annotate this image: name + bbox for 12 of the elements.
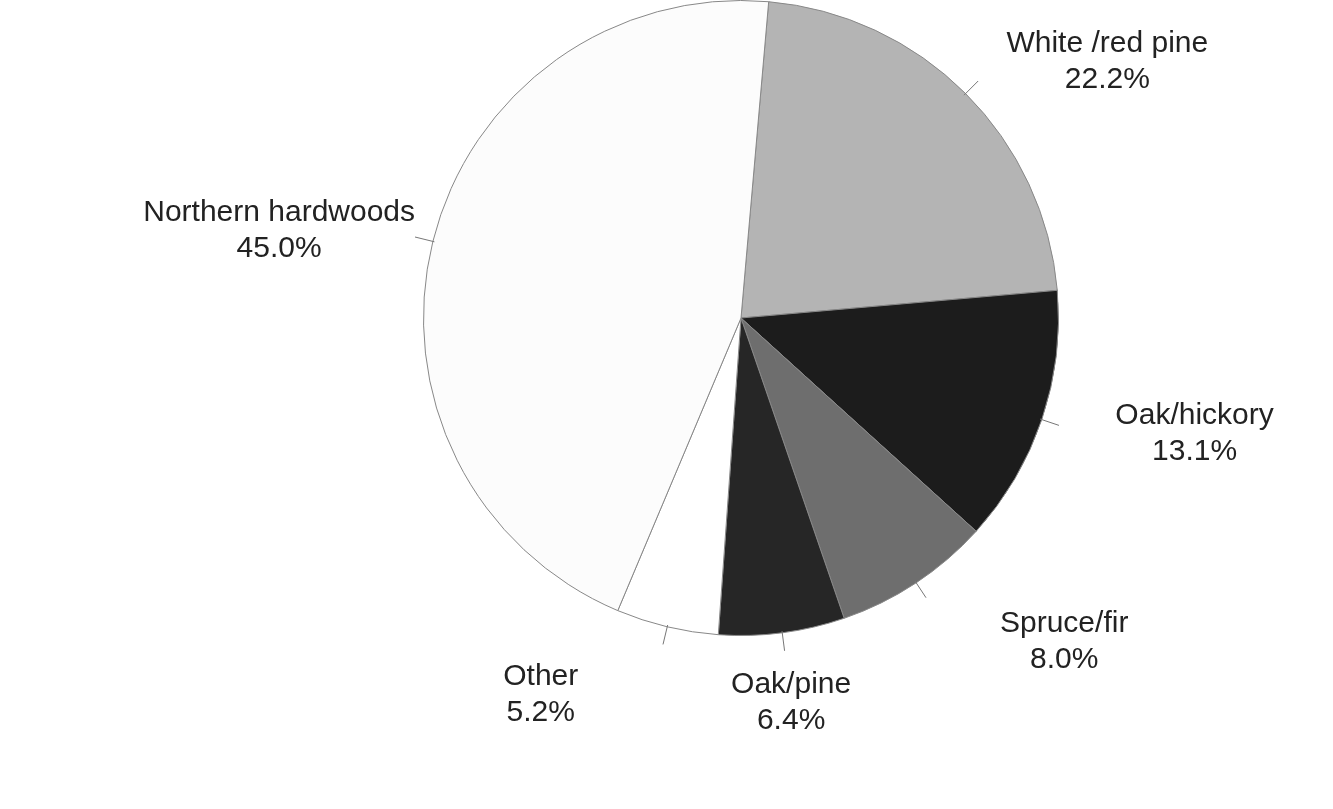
slice-label: Other (503, 658, 579, 692)
data-label: 45.0% (236, 230, 322, 264)
slice-label: Oak/pine (731, 665, 852, 699)
slice-label: Northern hardwoods (143, 194, 416, 228)
data-label: 13.1% (1152, 432, 1238, 466)
data-label: 8.0% (1029, 640, 1099, 674)
data-label: 6.4% (756, 701, 826, 735)
data-label: 5.2% (506, 694, 575, 728)
data-label: 22.2% (1064, 60, 1150, 94)
slice-label: Spruce/fir (999, 604, 1129, 638)
slice-label: White /red pine (1006, 24, 1209, 58)
slice-label: Oak/hickory (1115, 396, 1274, 430)
